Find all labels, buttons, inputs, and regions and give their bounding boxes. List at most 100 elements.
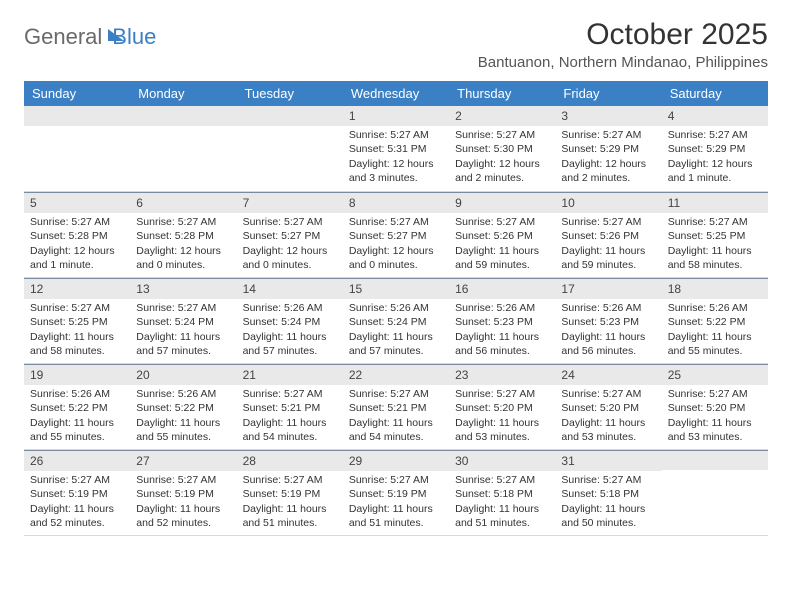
day-number: 25 <box>662 364 768 385</box>
daylight-line: Daylight: 11 hours and 54 minutes. <box>243 416 337 444</box>
calendar-row: 26Sunrise: 5:27 AMSunset: 5:19 PMDayligh… <box>24 450 768 536</box>
day-details: Sunrise: 5:27 AMSunset: 5:18 PMDaylight:… <box>555 471 661 534</box>
daylight-line: Daylight: 12 hours and 0 minutes. <box>136 244 230 272</box>
sunset-line: Sunset: 5:21 PM <box>349 401 443 415</box>
logo-triangle-icon <box>108 29 124 41</box>
sunset-line: Sunset: 5:29 PM <box>561 142 655 156</box>
sunrise-line: Sunrise: 5:27 AM <box>455 387 549 401</box>
sunset-line: Sunset: 5:19 PM <box>136 487 230 501</box>
sunset-line: Sunset: 5:19 PM <box>30 487 124 501</box>
day-number: 16 <box>449 278 555 299</box>
day-details: Sunrise: 5:27 AMSunset: 5:31 PMDaylight:… <box>343 126 449 189</box>
sunrise-line: Sunrise: 5:27 AM <box>668 128 762 142</box>
calendar-cell <box>662 450 768 536</box>
calendar-cell: 6Sunrise: 5:27 AMSunset: 5:28 PMDaylight… <box>130 192 236 278</box>
calendar-row: 1Sunrise: 5:27 AMSunset: 5:31 PMDaylight… <box>24 106 768 192</box>
daylight-line: Daylight: 11 hours and 59 minutes. <box>561 244 655 272</box>
calendar: Sunday Monday Tuesday Wednesday Thursday… <box>24 81 768 536</box>
day-number: 4 <box>662 106 768 126</box>
calendar-row: 19Sunrise: 5:26 AMSunset: 5:22 PMDayligh… <box>24 364 768 450</box>
calendar-cell: 2Sunrise: 5:27 AMSunset: 5:30 PMDaylight… <box>449 106 555 192</box>
day-number: 17 <box>555 278 661 299</box>
daylight-line: Daylight: 12 hours and 2 minutes. <box>561 157 655 185</box>
daylight-line: Daylight: 11 hours and 56 minutes. <box>561 330 655 358</box>
day-number: 19 <box>24 364 130 385</box>
logo-text-general: General <box>24 24 102 50</box>
day-number: 20 <box>130 364 236 385</box>
daylight-line: Daylight: 11 hours and 51 minutes. <box>455 502 549 530</box>
day-number: 30 <box>449 450 555 471</box>
daylight-line: Daylight: 11 hours and 53 minutes. <box>561 416 655 444</box>
sunrise-line: Sunrise: 5:27 AM <box>349 128 443 142</box>
sunset-line: Sunset: 5:18 PM <box>561 487 655 501</box>
calendar-cell: 10 Sunrise: 5:27 AMSunset: 5:26 PMDayligh… <box>555 192 661 278</box>
calendar-cell: 5Sunrise: 5:27 AMSunset: 5:28 PMDaylight… <box>24 192 130 278</box>
sunrise-line: Sunrise: 5:27 AM <box>136 301 230 315</box>
day-number: 27 <box>130 450 236 471</box>
sunset-line: Sunset: 5:30 PM <box>455 142 549 156</box>
day-number <box>237 106 343 126</box>
day-details: Sunrise: 5:27 AMSunset: 5:29 PMDaylight:… <box>662 126 768 189</box>
calendar-cell: 23Sunrise: 5:27 AMSunset: 5:20 PMDayligh… <box>449 364 555 450</box>
day-number: 22 <box>343 364 449 385</box>
sunrise-line: Sunrise: 5:26 AM <box>455 301 549 315</box>
daylight-line: Daylight: 12 hours and 0 minutes. <box>243 244 337 272</box>
day-number: 13 <box>130 278 236 299</box>
sunset-line: Sunset: 5:25 PM <box>30 315 124 329</box>
calendar-cell: 19Sunrise: 5:26 AMSunset: 5:22 PMDayligh… <box>24 364 130 450</box>
sunset-line: Sunset: 5:20 PM <box>668 401 762 415</box>
daylight-line: Daylight: 12 hours and 2 minutes. <box>455 157 549 185</box>
calendar-body: 1Sunrise: 5:27 AMSunset: 5:31 PMDaylight… <box>24 106 768 536</box>
sunrise-line: Sunrise: 5:27 AM <box>455 473 549 487</box>
calendar-cell: 21Sunrise: 5:27 AMSunset: 5:21 PMDayligh… <box>237 364 343 450</box>
calendar-cell: 3Sunrise: 5:27 AMSunset: 5:29 PMDaylight… <box>555 106 661 192</box>
col-sunday: Sunday <box>24 81 130 106</box>
sunrise-line: Sunrise: 5:27 AM <box>30 215 124 229</box>
sunset-line: Sunset: 5:27 PM <box>349 229 443 243</box>
sunset-line: Sunset: 5:24 PM <box>136 315 230 329</box>
sunrise-line: Sunrise: 5:27 AM <box>561 387 655 401</box>
calendar-cell: 1Sunrise: 5:27 AMSunset: 5:31 PMDaylight… <box>343 106 449 192</box>
sunrise-line: Sunrise: 5:27 AM <box>561 473 655 487</box>
calendar-cell: 15Sunrise: 5:26 AMSunset: 5:24 PMDayligh… <box>343 278 449 364</box>
day-details: Sunrise: 5:26 AMSunset: 5:22 PMDaylight:… <box>130 385 236 448</box>
sunset-line: Sunset: 5:24 PM <box>243 315 337 329</box>
day-details: Sunrise: 5:27 AMSunset: 5:24 PMDaylight:… <box>130 299 236 362</box>
col-saturday: Saturday <box>662 81 768 106</box>
sunset-line: Sunset: 5:21 PM <box>243 401 337 415</box>
logo: General Blue <box>24 18 156 50</box>
title-block: October 2025 Bantuanon, Northern Mindana… <box>478 18 768 71</box>
sunset-line: Sunset: 5:26 PM <box>561 229 655 243</box>
sunrise-line: Sunrise: 5:27 AM <box>349 387 443 401</box>
day-number: 10 <box>555 192 661 213</box>
sunrise-line: Sunrise: 5:27 AM <box>561 215 655 229</box>
daylight-line: Daylight: 11 hours and 50 minutes. <box>561 502 655 530</box>
calendar-cell: 4Sunrise: 5:27 AMSunset: 5:29 PMDaylight… <box>662 106 768 192</box>
day-number: 21 <box>237 364 343 385</box>
day-details: Sunrise: 5:27 AMSunset: 5:28 PMDaylight:… <box>130 213 236 276</box>
day-details: Sunrise: 5:27 AMSunset: 5:25 PMDaylight:… <box>24 299 130 362</box>
day-details: Sunrise: 5:27 AMSunset: 5:30 PMDaylight:… <box>449 126 555 189</box>
sunset-line: Sunset: 5:29 PM <box>668 142 762 156</box>
sunrise-line: Sunrise: 5:27 AM <box>668 215 762 229</box>
day-details: Sunrise: 5:27 AMSunset: 5:21 PMDaylight:… <box>343 385 449 448</box>
day-number: 3 <box>555 106 661 126</box>
day-details: Sunrise: 5:26 AMSunset: 5:24 PMDaylight:… <box>237 299 343 362</box>
day-details: Sunrise: 5:27 AMSunset: 5:19 PMDaylight:… <box>24 471 130 534</box>
day-details: Sunrise: 5:26 AMSunset: 5:22 PMDaylight:… <box>662 299 768 362</box>
day-details: Sunrise: 5:27 AMSunset: 5:28 PMDaylight:… <box>24 213 130 276</box>
day-details: Sunrise: 5:27 AMSunset: 5:20 PMDaylight:… <box>555 385 661 448</box>
day-details: Sunrise: 5:26 AMSunset: 5:23 PMDaylight:… <box>449 299 555 362</box>
daylight-line: Daylight: 11 hours and 51 minutes. <box>243 502 337 530</box>
month-title: October 2025 <box>478 18 768 52</box>
sunrise-line: Sunrise: 5:27 AM <box>349 473 443 487</box>
day-number: 8 <box>343 192 449 213</box>
sunset-line: Sunset: 5:24 PM <box>349 315 443 329</box>
header: General Blue October 2025 Bantuanon, Nor… <box>24 18 768 71</box>
daylight-line: Daylight: 11 hours and 55 minutes. <box>136 416 230 444</box>
calendar-cell <box>130 106 236 192</box>
sunset-line: Sunset: 5:20 PM <box>455 401 549 415</box>
day-number: 29 <box>343 450 449 471</box>
day-number: 18 <box>662 278 768 299</box>
sunset-line: Sunset: 5:26 PM <box>455 229 549 243</box>
